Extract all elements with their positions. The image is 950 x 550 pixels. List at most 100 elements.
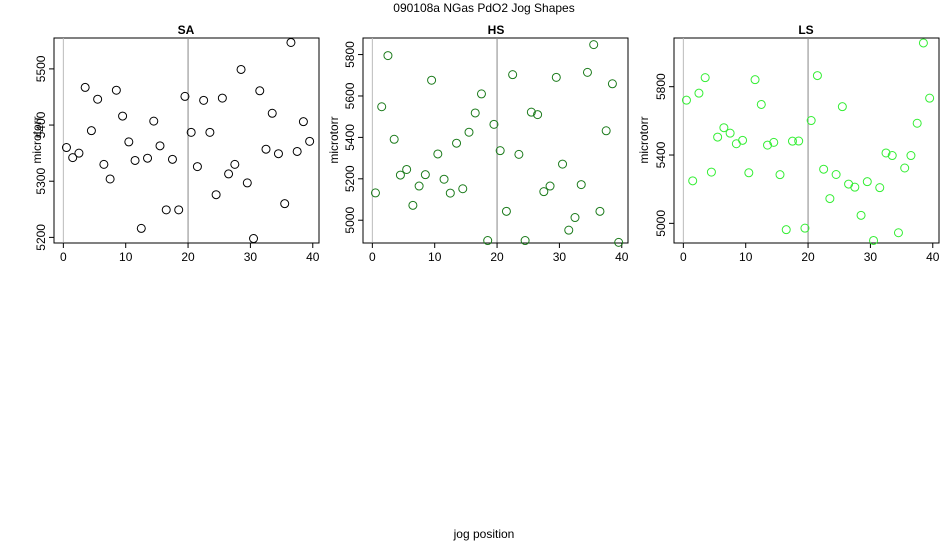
data-point — [794, 136, 804, 146]
data-point — [551, 72, 561, 82]
data-point — [694, 88, 704, 98]
data-point — [111, 85, 121, 95]
data-point — [124, 137, 134, 147]
panel-title: SA — [178, 23, 195, 37]
data-point — [93, 94, 103, 104]
data-point — [224, 169, 234, 179]
y-axis-label: microtorr — [30, 116, 44, 163]
data-point — [236, 64, 246, 74]
y-tick-label: 5300 — [34, 168, 48, 195]
y-tick-label: 5200 — [343, 165, 357, 192]
data-point — [130, 155, 140, 165]
data-point — [564, 225, 574, 235]
data-point — [476, 89, 486, 99]
data-point — [508, 70, 518, 80]
data-point — [800, 223, 810, 233]
data-point — [136, 223, 146, 233]
data-point — [595, 206, 605, 216]
data-point — [167, 154, 177, 164]
y-axis-label: microtorr — [637, 116, 651, 163]
data-point — [395, 170, 405, 180]
x-tick-label: 40 — [306, 250, 320, 264]
data-point — [445, 188, 455, 198]
data-point — [174, 205, 184, 215]
x-tick-label: 30 — [864, 250, 878, 264]
data-point — [607, 79, 617, 89]
data-point — [781, 225, 791, 235]
x-tick-label: 20 — [181, 250, 195, 264]
data-point — [161, 205, 171, 215]
data-point — [806, 116, 816, 126]
data-point — [850, 182, 860, 192]
panel-hs: HS microtorr 0 10 20 30 40 5000 5200 5400 5600 58… — [327, 23, 629, 264]
y-axis-label: microtorr — [327, 116, 341, 163]
data-point — [520, 236, 530, 246]
data-point — [489, 119, 499, 129]
data-point — [700, 73, 710, 83]
data-point — [292, 146, 302, 156]
data-point — [900, 163, 910, 173]
data-point — [255, 86, 265, 96]
data-point — [205, 127, 215, 137]
y-tick-label: 5800 — [343, 41, 357, 68]
data-point — [249, 234, 259, 244]
x-tick-label: 40 — [615, 250, 629, 264]
data-point — [837, 102, 847, 112]
x-axis-label: jog position — [453, 527, 515, 541]
data-point — [831, 169, 841, 179]
data-point — [242, 178, 252, 188]
data-point — [199, 95, 209, 105]
data-point — [539, 187, 549, 197]
data-point — [681, 95, 691, 105]
y-tick-label: 5400 — [654, 141, 668, 168]
data-point — [844, 179, 854, 189]
data-point — [155, 141, 165, 151]
data-point — [856, 210, 866, 220]
data-point — [458, 184, 468, 194]
data-point — [787, 136, 797, 146]
data-point — [408, 200, 418, 210]
x-tick-label: 20 — [801, 250, 815, 264]
data-point — [217, 93, 227, 103]
data-point — [261, 144, 271, 154]
data-point — [280, 199, 290, 209]
data-point — [414, 181, 424, 191]
data-point — [881, 148, 891, 158]
panel-ls: LS microtorr 0 10 20 30 40 5000 5400 5800 — [637, 23, 940, 264]
y-tick-label: 5600 — [343, 82, 357, 109]
data-point — [80, 82, 90, 92]
figure-title: 090108a NGas PdO2 Jog Shapes — [393, 1, 574, 15]
x-tick-label: 10 — [428, 250, 442, 264]
data-point — [439, 174, 449, 184]
y-tick-label: 5400 — [343, 124, 357, 151]
x-tick-label: 30 — [553, 250, 567, 264]
x-tick-label: 20 — [490, 250, 504, 264]
data-point — [501, 206, 511, 216]
data-point — [912, 118, 922, 128]
x-tick-label: 0 — [680, 250, 687, 264]
data-point — [738, 135, 748, 145]
data-point — [614, 237, 624, 247]
panel-title: LS — [798, 23, 813, 37]
data-point — [180, 91, 190, 101]
data-point — [825, 194, 835, 204]
data-point — [756, 99, 766, 109]
data-point — [298, 117, 308, 127]
data-point — [86, 126, 96, 136]
data-point — [862, 177, 872, 187]
data-point — [99, 159, 109, 169]
y-tick-label: 5800 — [654, 73, 668, 100]
data-point — [495, 146, 505, 156]
data-point — [713, 132, 723, 142]
data-point — [763, 140, 773, 150]
data-point — [427, 75, 437, 85]
y-tick-label: 5200 — [34, 224, 48, 251]
x-tick-label: 0 — [369, 250, 376, 264]
data-point — [143, 153, 153, 163]
data-point — [731, 139, 741, 149]
data-point — [514, 149, 524, 159]
data-point — [725, 128, 735, 138]
x-tick-label: 0 — [60, 250, 67, 264]
panel-sa: SA microtorr 0 10 20 30 40 5200 5300 5400 5500 — [30, 23, 320, 264]
